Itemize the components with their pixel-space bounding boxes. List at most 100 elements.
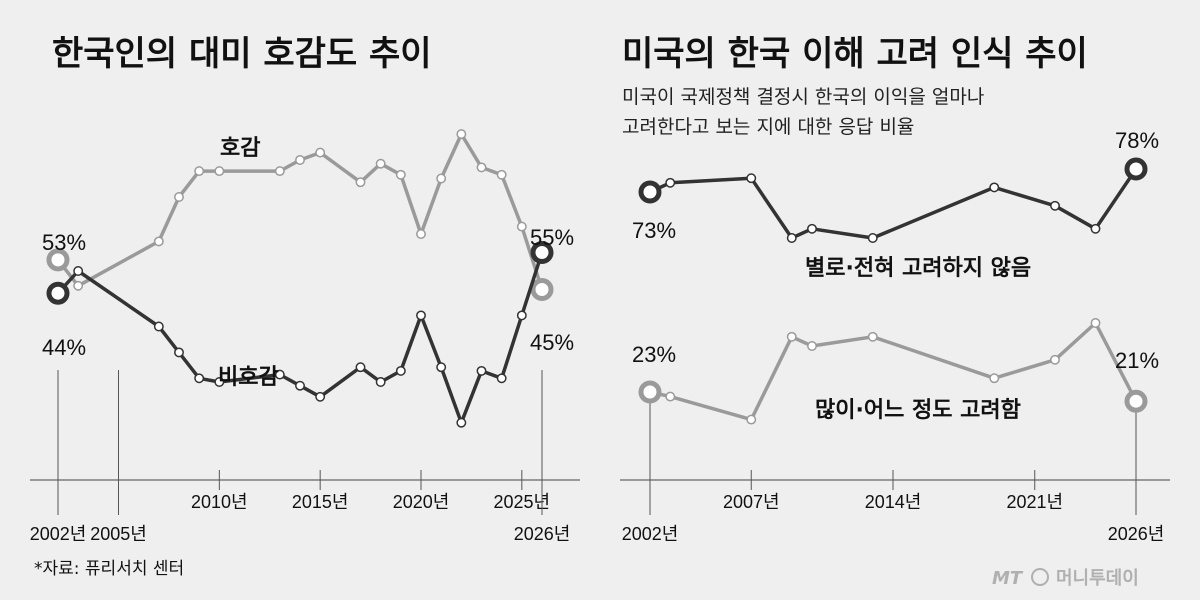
unfavorable-point-2023	[476, 365, 487, 376]
series-label-unfavorable: 비호감	[218, 365, 279, 390]
considered-point-2010	[807, 341, 817, 351]
chart-left: 한국인의 대미 호감도 추이 2002년 2005년 2010년 2015년 2020년…	[30, 34, 580, 544]
not-considered-start-label: 73%	[632, 218, 676, 243]
favorable-point-2025	[516, 221, 527, 232]
right-series	[638, 157, 1148, 425]
left-chart-title: 한국인의 대미 호감도 추이	[52, 34, 432, 74]
considered-start-label: 23%	[632, 342, 676, 367]
not-considered-point-2009	[786, 233, 797, 243]
unfavorable-point-2010	[214, 377, 225, 387]
left-x-ticks: 2002년 2005년 2010년 2015년 2020년 2025년 2026년	[30, 370, 571, 544]
x-tick-label-2026: 2026년	[1108, 524, 1165, 544]
considered-point-2009	[786, 331, 797, 342]
favorable-point-2013	[274, 166, 285, 177]
x-tick-label-2026: 2026년	[514, 524, 571, 544]
favorable-point-2020	[416, 229, 426, 239]
unfavorable-point-2025	[516, 310, 527, 321]
unfavorable-point-2018	[375, 377, 386, 387]
x-tick-label-2020: 2020년	[393, 492, 450, 512]
considered-point-2024	[1090, 318, 1101, 328]
unfavorable-point-2019	[395, 365, 406, 376]
unfavorable-start-label: 44%	[42, 335, 86, 360]
right-subtitle-line2: 고려한다고 보는 지에 대한 응답 비율	[622, 116, 914, 138]
x-tick-label-2005: 2005년	[90, 524, 147, 544]
not-considered-point-2022	[1050, 200, 1060, 211]
series-label-favorable: 호감	[220, 136, 260, 161]
x-tick-label-2002: 2002년	[622, 524, 679, 544]
chart-right: 미국의 한국 이해 고려 인식 추이 미국이 국제정책 결정시 한국의 이익을 …	[620, 34, 1170, 544]
favorable-point-2010	[214, 166, 225, 177]
unfavorable-point-2024	[496, 373, 507, 384]
not-considered-point-2002	[638, 180, 662, 204]
not-considered-point-2007	[746, 173, 757, 184]
considered-point-2007	[746, 414, 757, 425]
favorable-point-2019	[395, 169, 406, 180]
brand-logo: MT 머니투데이	[992, 568, 1139, 589]
x-tick-label-2021: 2021년	[1006, 492, 1063, 512]
series-label-not-considered: 별로·전혀 고려하지 않음	[805, 256, 1031, 281]
left-series	[46, 129, 554, 428]
considered-line	[649, 321, 1138, 422]
brand-mark: MT	[992, 568, 1024, 589]
x-tick-label-2014: 2014년	[865, 492, 922, 512]
favorable-point-2003	[73, 280, 84, 291]
favorable-point-2018	[375, 158, 386, 169]
not-considered-line	[649, 168, 1138, 240]
unfavorable-point-2017	[355, 362, 366, 373]
not-considered-end-label: 78%	[1115, 128, 1159, 153]
right-chart-title: 미국의 한국 이해 고려 인식 추이	[622, 34, 1088, 74]
unfavorable-end-label: 55%	[530, 225, 574, 250]
considered-end-label: 21%	[1115, 348, 1159, 373]
brand-name: 머니투데이	[1056, 568, 1139, 589]
favorable-point-2021	[436, 173, 447, 184]
favorable-point-2022	[456, 129, 467, 140]
unfavorable-point-2008	[174, 347, 184, 358]
unfavorable-point-2020	[416, 310, 426, 321]
unfavorable-point-2015	[315, 391, 326, 402]
not-considered-point-2019	[989, 182, 1000, 193]
favorable-point-2009	[194, 166, 205, 177]
source-note: *자료: 퓨리서치 센터	[34, 559, 184, 579]
unfavorable-point-2007	[153, 321, 164, 332]
unfavorable-point-2013	[274, 369, 285, 380]
unfavorable-point-2009	[194, 373, 205, 384]
considered-point-2026	[1124, 389, 1148, 413]
not-considered-point-2013	[867, 233, 878, 243]
favorable-point-2026	[530, 278, 554, 301]
favorable-point-2007	[153, 236, 164, 247]
considered-point-2003	[665, 391, 676, 402]
considered-point-2013	[867, 331, 878, 342]
favorable-point-2023	[476, 162, 487, 173]
x-tick-label-2025: 2025년	[494, 492, 551, 512]
right-subtitle-line1: 미국이 국제정책 결정시 한국의 이익을 얼마나	[622, 86, 984, 108]
x-tick-label-2015: 2015년	[292, 492, 349, 512]
favorable-point-2015	[315, 147, 326, 158]
not-considered-point-2003	[665, 177, 676, 188]
unfavorable-point-2021	[436, 362, 447, 373]
favorable-point-2014	[295, 155, 305, 165]
x-tick-label-2002: 2002년	[30, 524, 87, 544]
unfavorable-point-2014	[295, 380, 305, 391]
not-considered-point-2010	[807, 223, 817, 234]
unfavorable-point-2022	[456, 417, 467, 428]
unfavorable-point-2002	[46, 281, 70, 305]
unfavorable-point-2026	[530, 241, 554, 264]
unfavorable-point-2003	[73, 266, 84, 276]
x-tick-label-2010: 2010년	[191, 492, 248, 512]
favorable-point-2017	[355, 177, 366, 188]
not-considered-point-2026	[1124, 157, 1148, 181]
considered-point-2019	[989, 373, 1000, 384]
considered-point-2022	[1050, 354, 1060, 365]
favorable-end-label: 45%	[530, 330, 574, 355]
right-x-ticks: 2002년 2007년 2014년 2021년 2026년	[622, 395, 1165, 544]
brand-circle-icon	[1031, 568, 1049, 586]
favorable-point-2024	[496, 169, 507, 180]
favorable-point-2008	[174, 192, 184, 202]
series-label-considered: 많이·어느 정도 고려함	[815, 398, 1021, 423]
unfavorable-line	[56, 251, 544, 425]
not-considered-point-2024	[1090, 223, 1101, 234]
favorable-point-2002	[46, 248, 70, 272]
x-tick-label-2007: 2007년	[723, 492, 780, 512]
considered-point-2002	[638, 380, 662, 404]
